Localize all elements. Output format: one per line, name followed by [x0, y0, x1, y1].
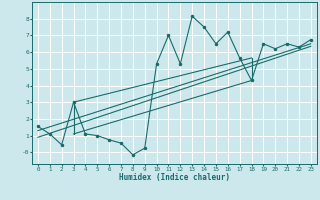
X-axis label: Humidex (Indice chaleur): Humidex (Indice chaleur) — [119, 173, 230, 182]
